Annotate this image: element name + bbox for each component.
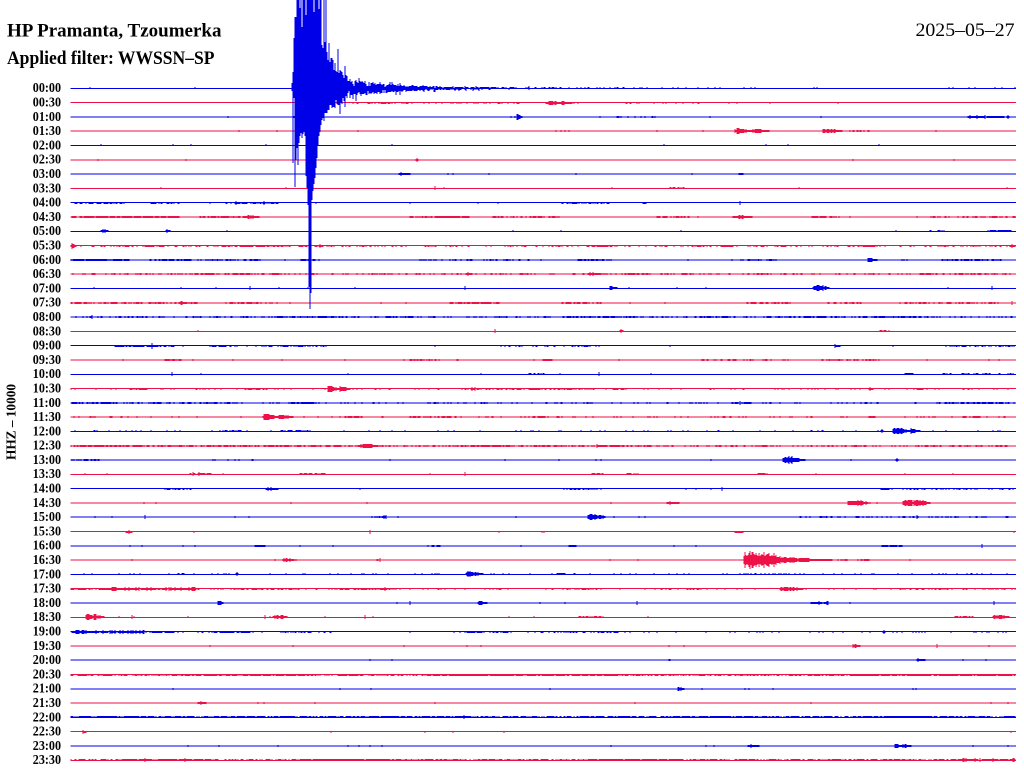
- svg-text:11:30: 11:30: [33, 410, 61, 425]
- svg-text:02:00: 02:00: [33, 138, 61, 153]
- svg-text:04:30: 04:30: [33, 210, 61, 225]
- svg-text:23:30: 23:30: [33, 753, 61, 768]
- svg-text:07:00: 07:00: [33, 281, 61, 296]
- svg-text:00:30: 00:30: [33, 96, 61, 111]
- svg-text:HHZ – 10000: HHZ – 10000: [4, 384, 19, 460]
- svg-text:22:00: 22:00: [33, 710, 61, 725]
- svg-text:17:30: 17:30: [33, 582, 61, 597]
- svg-text:07:30: 07:30: [33, 296, 61, 311]
- svg-text:16:30: 16:30: [33, 553, 61, 568]
- svg-text:23:00: 23:00: [33, 739, 61, 754]
- svg-text:01:30: 01:30: [33, 124, 61, 139]
- svg-text:11:00: 11:00: [33, 396, 61, 411]
- svg-text:05:00: 05:00: [33, 224, 61, 239]
- svg-text:18:00: 18:00: [33, 596, 61, 611]
- svg-text:Applied filter: WWSSN–SP: Applied filter: WWSSN–SP: [7, 48, 215, 69]
- svg-text:2025–05–27: 2025–05–27: [916, 20, 1015, 41]
- svg-text:19:00: 19:00: [33, 625, 61, 640]
- svg-text:10:30: 10:30: [33, 382, 61, 397]
- svg-text:14:30: 14:30: [33, 496, 61, 511]
- svg-text:04:00: 04:00: [33, 196, 61, 211]
- svg-text:13:00: 13:00: [33, 453, 61, 468]
- svg-text:16:00: 16:00: [33, 539, 61, 554]
- svg-text:20:00: 20:00: [33, 653, 61, 668]
- svg-text:05:30: 05:30: [33, 239, 61, 254]
- svg-text:17:00: 17:00: [33, 567, 61, 582]
- svg-text:09:00: 09:00: [33, 339, 61, 354]
- svg-text:21:30: 21:30: [33, 696, 61, 711]
- svg-text:06:00: 06:00: [33, 253, 61, 268]
- svg-text:02:30: 02:30: [33, 153, 61, 168]
- svg-text:12:30: 12:30: [33, 439, 61, 454]
- svg-text:21:00: 21:00: [33, 682, 61, 697]
- svg-text:09:30: 09:30: [33, 353, 61, 368]
- svg-text:20:30: 20:30: [33, 667, 61, 682]
- svg-text:15:30: 15:30: [33, 524, 61, 539]
- svg-text:HP Pramanta, Tzoumerka: HP Pramanta, Tzoumerka: [7, 21, 222, 42]
- svg-text:19:30: 19:30: [33, 639, 61, 654]
- svg-text:06:30: 06:30: [33, 267, 61, 282]
- svg-text:00:00: 00:00: [33, 81, 61, 96]
- svg-text:18:30: 18:30: [33, 610, 61, 625]
- svg-text:08:30: 08:30: [33, 324, 61, 339]
- svg-text:22:30: 22:30: [33, 725, 61, 740]
- svg-text:08:00: 08:00: [33, 310, 61, 325]
- svg-text:01:00: 01:00: [33, 110, 61, 125]
- svg-text:10:00: 10:00: [33, 367, 61, 382]
- svg-text:12:00: 12:00: [33, 424, 61, 439]
- svg-text:14:00: 14:00: [33, 482, 61, 497]
- svg-text:13:30: 13:30: [33, 467, 61, 482]
- svg-text:15:00: 15:00: [33, 510, 61, 525]
- svg-text:03:30: 03:30: [33, 181, 61, 196]
- svg-text:03:00: 03:00: [33, 167, 61, 182]
